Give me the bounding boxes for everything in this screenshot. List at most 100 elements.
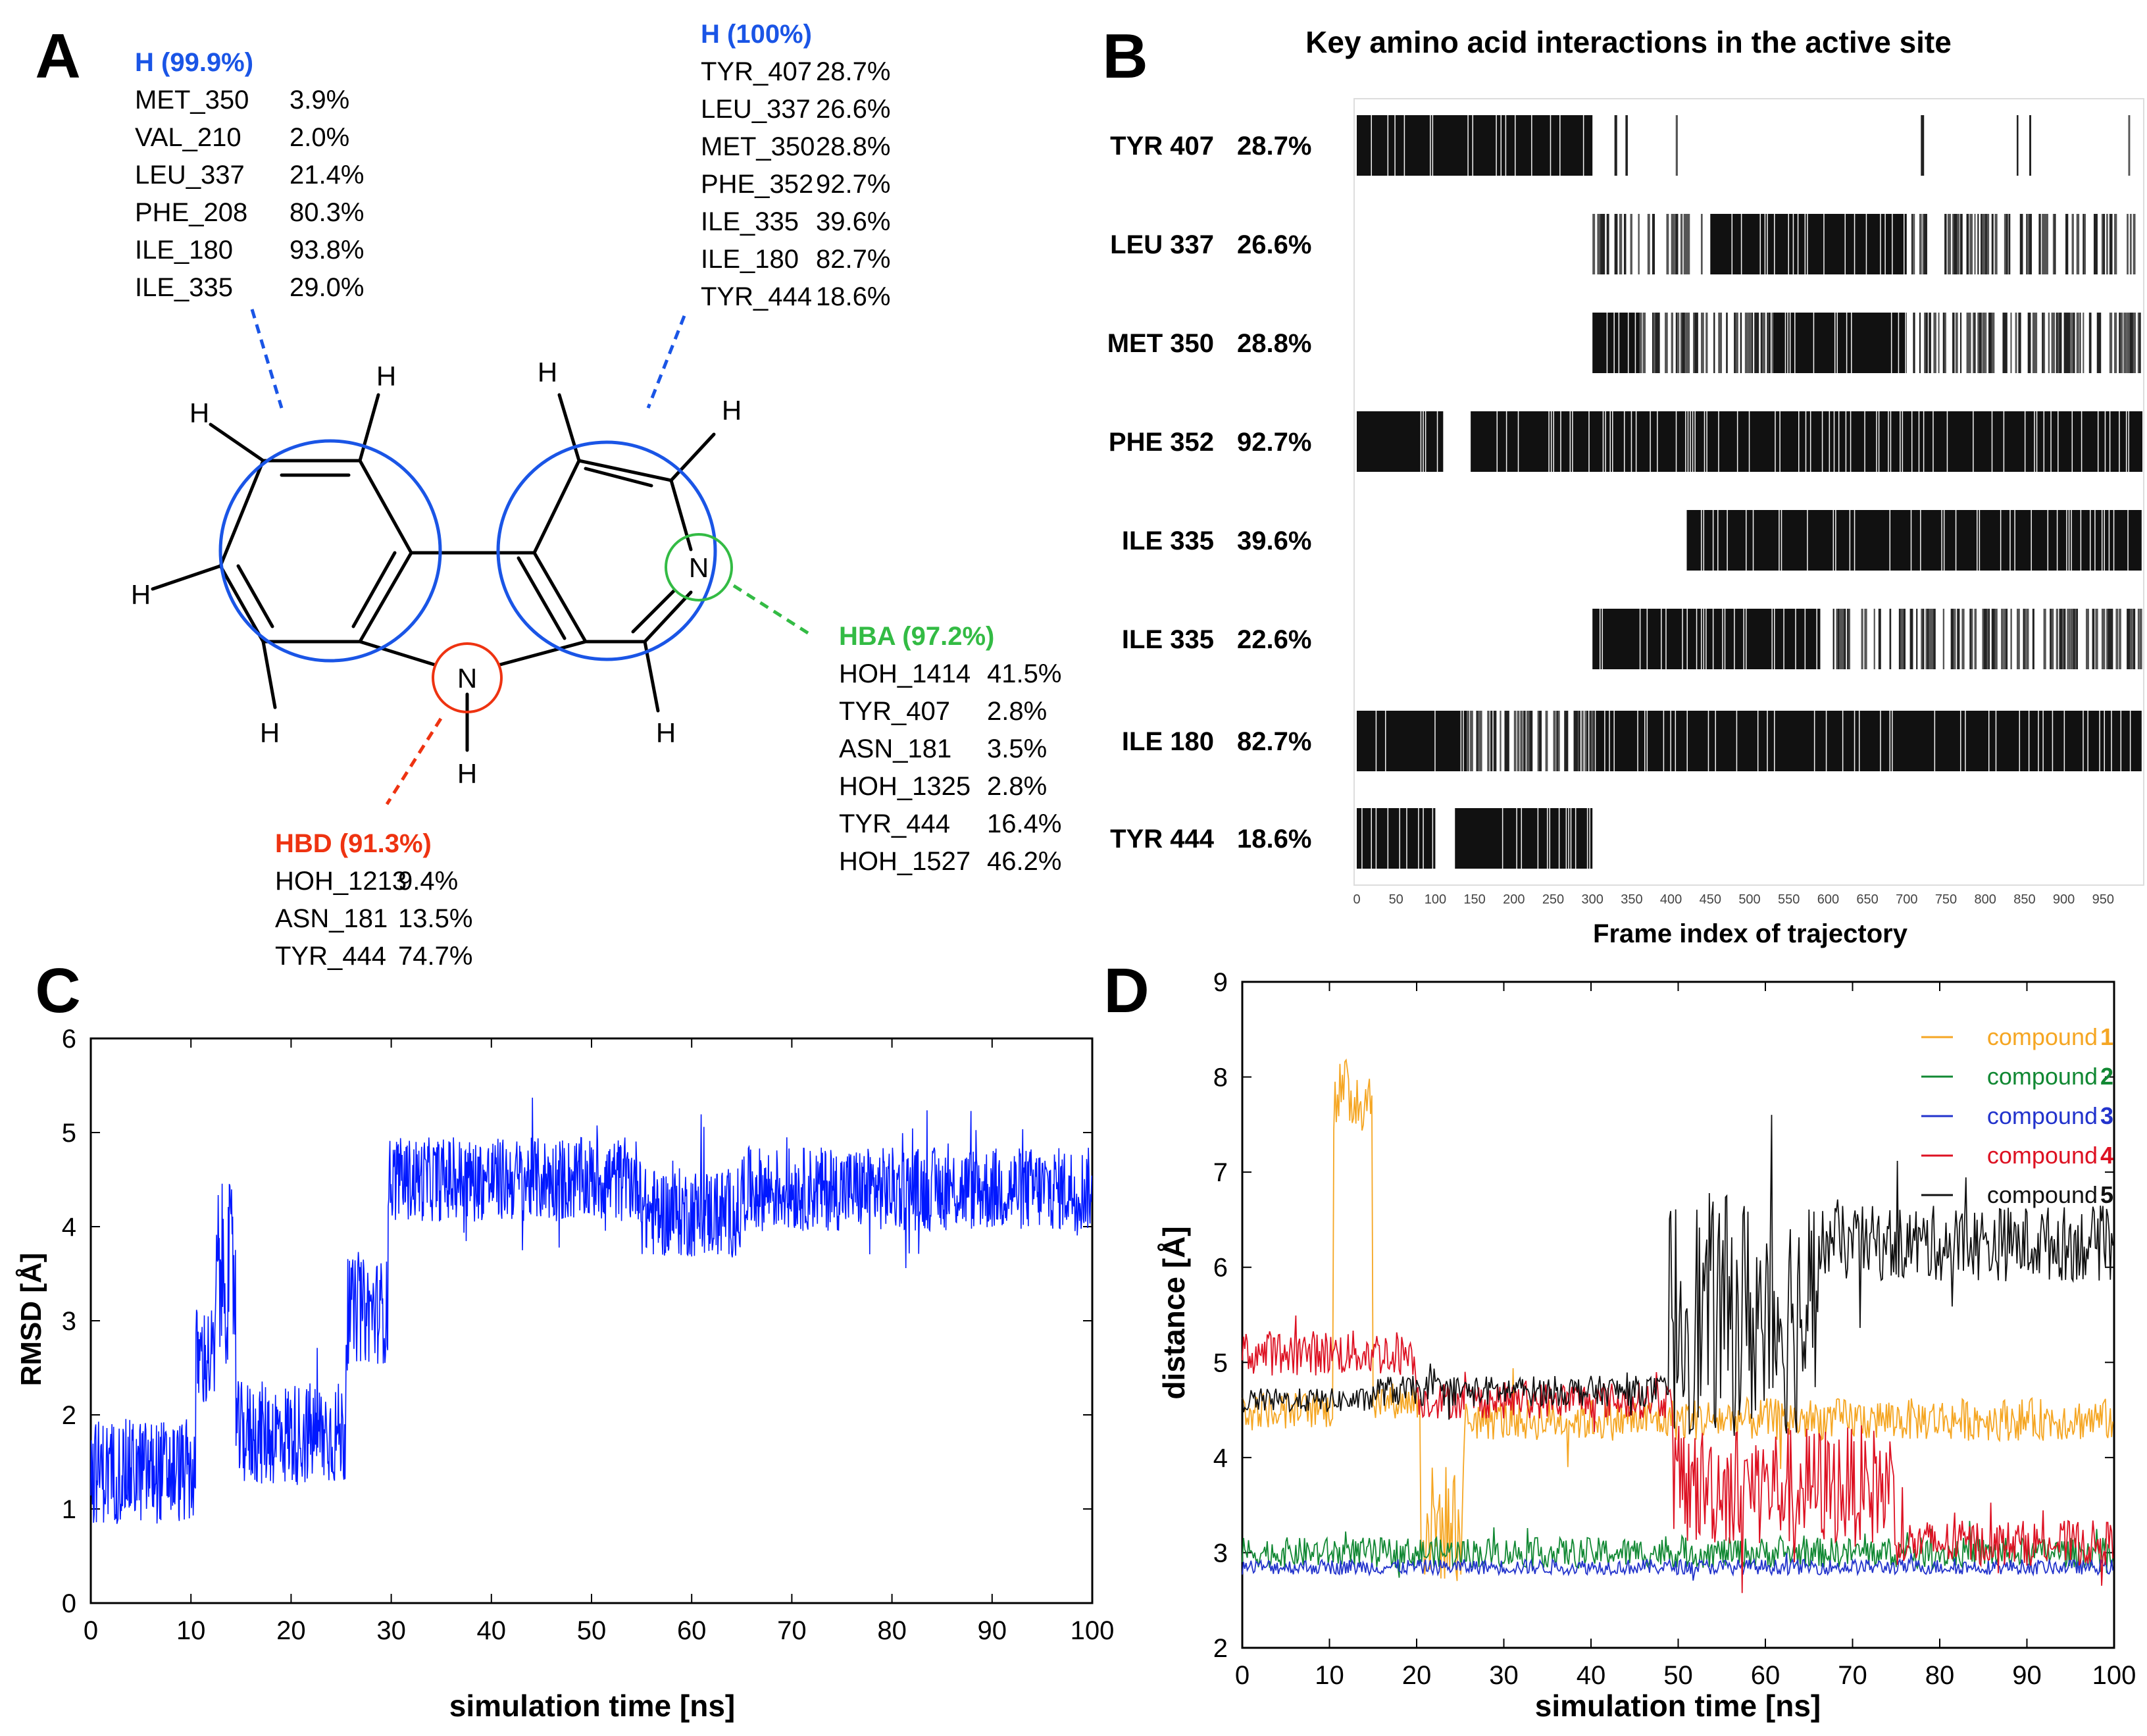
heatmap-gap — [1890, 313, 1892, 373]
heatmap-gap — [1864, 411, 1865, 472]
connector-hba — [732, 584, 809, 635]
group-title: HBD (91.3%) — [275, 829, 432, 858]
heatmap-gap — [1550, 115, 1552, 176]
heatmap-event — [1768, 313, 1771, 373]
heatmap-row-label: ILE 335 — [1122, 625, 1214, 654]
heatmap-dense-band — [1471, 411, 2142, 472]
heatmap-x-tick: 800 — [1975, 892, 1996, 907]
heatmap-event — [2092, 609, 2095, 669]
heatmap-gap — [1835, 510, 1836, 571]
heatmap-gap — [1558, 808, 1560, 869]
heatmap-event — [1630, 214, 1632, 274]
heatmap-gap — [2120, 711, 2122, 771]
heatmap-gap — [1432, 808, 1434, 869]
heatmap-event — [1952, 214, 1955, 274]
atom-h: H — [538, 357, 557, 388]
heatmap-event — [2095, 609, 2098, 669]
heatmap-gap — [1965, 711, 1966, 771]
heatmap-event — [1979, 313, 1982, 373]
heatmap-event — [2027, 313, 2031, 373]
heatmap-row-label: LEU 337 — [1110, 230, 1214, 259]
heatmap-gap — [1849, 510, 1851, 571]
heatmap-event — [1614, 214, 1618, 274]
heatmap-gap — [2024, 411, 2026, 472]
x-tick-label: 100 — [1071, 1616, 1115, 1645]
heatmap-gap — [1517, 411, 1519, 472]
heatmap-event — [1983, 214, 1987, 274]
heatmap-event — [1922, 214, 1925, 274]
atom-h: H — [722, 395, 742, 426]
heatmap-event — [2063, 313, 2067, 373]
molecule-bonds — [151, 393, 716, 752]
heatmap-x-tick: 750 — [1935, 892, 1957, 907]
heatmap-gap — [1838, 411, 1840, 472]
x-tick-label: 100 — [2092, 1661, 2136, 1690]
heatmap-event — [2006, 214, 2008, 274]
heatmap-event — [1848, 609, 1850, 669]
heatmap-gap — [1727, 510, 1728, 571]
heatmap-x-tick: 100 — [1425, 892, 1446, 907]
heatmap-event — [1947, 214, 1950, 274]
heatmap-gap — [1472, 115, 1474, 176]
heatmap-event — [1832, 609, 1834, 669]
heatmap-event — [1528, 711, 1531, 771]
heatmap-event — [1476, 711, 1479, 771]
heatmap-gap — [2034, 411, 2035, 472]
heatmap-gap — [1834, 313, 1836, 373]
y-tick-label: 1 — [62, 1495, 76, 1524]
heatmap-event — [1930, 609, 1933, 669]
heatmap-event — [2114, 214, 2117, 274]
x-tick-label: 50 — [577, 1616, 607, 1645]
heatmap-event — [1726, 313, 1728, 373]
series-line-4 — [1242, 1315, 2113, 1593]
legend-label: compound — [1987, 1181, 2098, 1208]
residue-name: TYR_407 — [839, 697, 950, 726]
heatmap-event — [1991, 214, 1994, 274]
heatmap-event — [1556, 711, 1559, 771]
heatmap-event — [1974, 313, 1976, 373]
heatmap-event — [2109, 214, 2113, 274]
heatmap-event — [1647, 214, 1650, 274]
residue-name: HOH_1325 — [839, 772, 971, 801]
heatmap-dense-band — [1686, 510, 2142, 571]
heatmap-event — [2056, 609, 2058, 669]
heatmap-event — [1982, 313, 1985, 373]
heatmap-event — [2108, 609, 2111, 669]
heatmap-event — [1913, 313, 1915, 373]
heatmap-row-label: TYR 444 — [1110, 825, 1215, 854]
heatmap-gap — [2109, 411, 2111, 472]
heatmap-event — [1639, 313, 1642, 373]
heatmap-dense-band — [1455, 808, 1593, 869]
heatmap-event — [1967, 313, 1971, 373]
connector-h-right — [646, 315, 686, 409]
heatmap-gap — [1406, 808, 1407, 869]
heatmap-event — [2129, 214, 2132, 274]
residue-pct: 18.6% — [816, 282, 890, 311]
heatmap-event — [1840, 609, 1844, 669]
heatmap-event — [1575, 711, 1578, 771]
heatmap-x-tick: 650 — [1856, 892, 1878, 907]
heatmap-gap — [1582, 115, 1584, 176]
heatmap-event — [1553, 711, 1556, 771]
heatmap-x-tick: 300 — [1582, 892, 1604, 907]
residue-pct: 16.4% — [987, 809, 1061, 838]
heatmap-gap — [1572, 411, 1573, 472]
heatmap-event — [2101, 214, 2104, 274]
y-tick-label: 9 — [1213, 968, 1228, 997]
residue-pct: 26.6% — [816, 95, 890, 124]
heatmap-gap — [1764, 214, 1766, 274]
heatmap-gap — [1496, 115, 1497, 176]
heatmap-event — [2076, 609, 2079, 669]
y-tick-label: 3 — [1213, 1539, 1228, 1568]
heatmap-event — [2101, 609, 2105, 669]
heatmap-gap — [1955, 510, 1957, 571]
heatmap-event — [1735, 313, 1738, 373]
heatmap-event — [1696, 313, 1698, 373]
heatmap-event — [2004, 313, 2006, 373]
x-tick-label: 90 — [2012, 1661, 2042, 1690]
heatmap-event — [2024, 609, 2027, 669]
heatmap-event — [1584, 711, 1586, 771]
heatmap-gap — [1700, 609, 1702, 669]
heatmap-gap — [1829, 411, 1831, 472]
heatmap-event — [1898, 609, 1901, 669]
